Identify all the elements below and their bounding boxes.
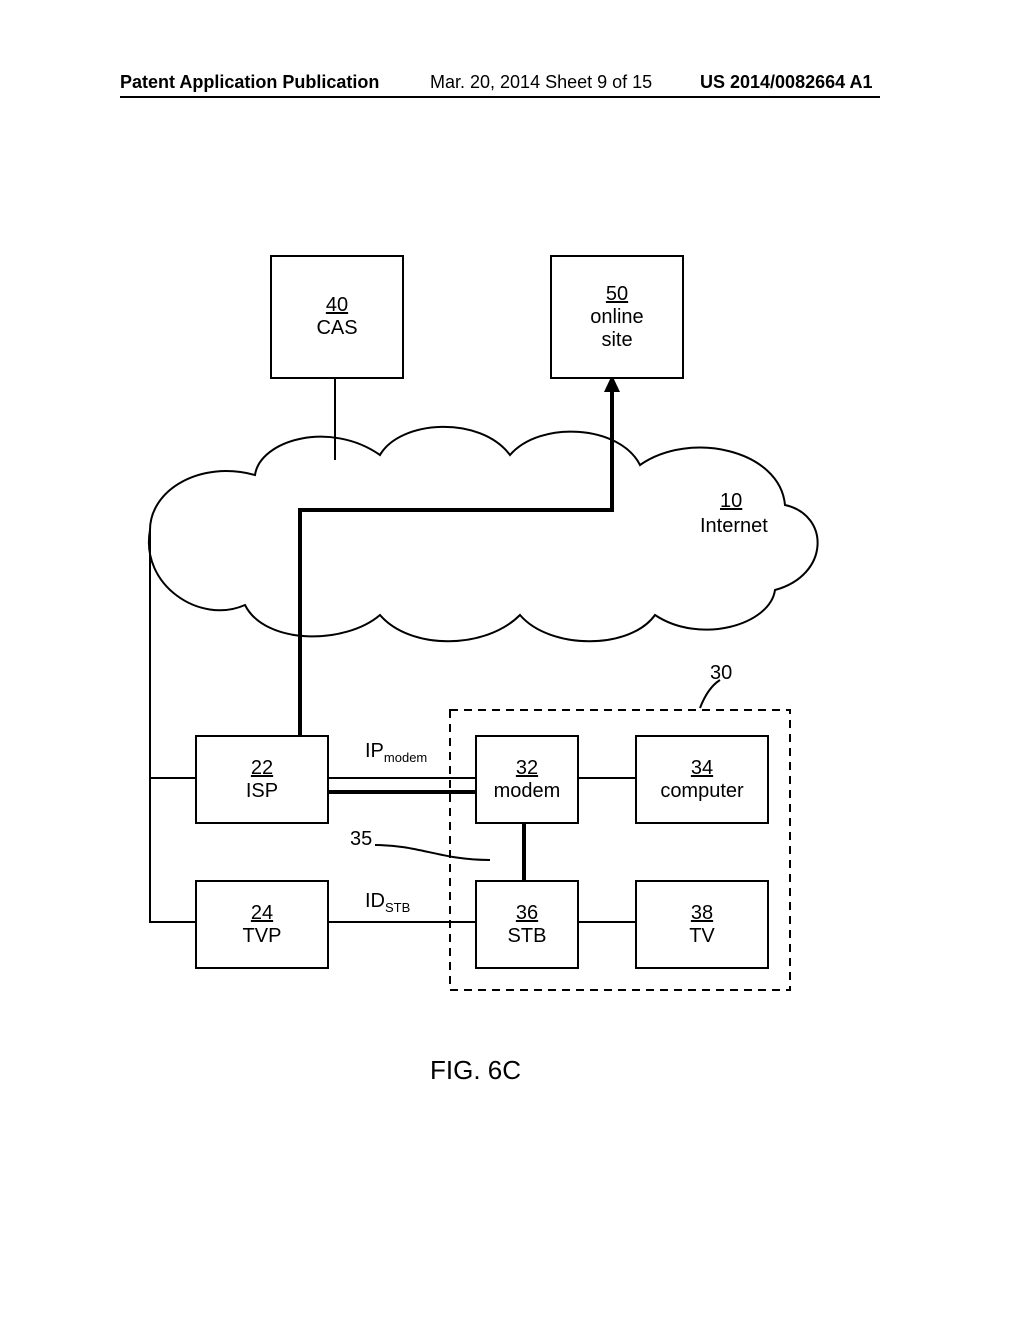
box-cas-num: 40: [326, 294, 348, 317]
diagram-svg: [0, 0, 1024, 1320]
box-tv-num: 38: [691, 902, 713, 925]
label-ip-modem-sub: modem: [384, 750, 427, 765]
box-cas-label: CAS: [316, 317, 357, 340]
page: Patent Application Publication Mar. 20, …: [0, 0, 1024, 1320]
box-modem: 32 modem: [475, 735, 579, 824]
box-isp-label: ISP: [246, 780, 278, 803]
figure-label: FIG. 6C: [430, 1055, 521, 1086]
label-internet: Internet: [700, 515, 768, 538]
conn-cloud-left: [150, 530, 195, 922]
box-modem-label: modem: [494, 780, 561, 803]
label-id-stb: IDSTB: [365, 890, 410, 915]
box-online-num: 50: [606, 283, 628, 306]
box-modem-num: 32: [516, 757, 538, 780]
bold-path-vert: [300, 382, 612, 792]
box-computer: 34 computer: [635, 735, 769, 824]
label-ip-modem: IPmodem: [365, 740, 427, 765]
box-online: 50 online site: [550, 255, 684, 379]
ref35-leader: [375, 845, 490, 860]
box-isp-num: 22: [251, 757, 273, 780]
label-ref30: 30: [710, 662, 732, 685]
box-computer-label: computer: [660, 780, 743, 803]
box-stb-num: 36: [516, 902, 538, 925]
box-computer-num: 34: [691, 757, 713, 780]
label-internet-num: 10: [720, 490, 742, 513]
label-id-stb-text: ID: [365, 890, 385, 912]
label-ref35: 35: [350, 828, 372, 851]
label-id-stb-sub: STB: [385, 900, 410, 915]
box-tvp-num: 24: [251, 902, 273, 925]
box-tv: 38 TV: [635, 880, 769, 969]
label-ip-modem-text: IP: [365, 740, 384, 762]
box-online-label1: online: [590, 306, 643, 329]
box-tvp: 24 TVP: [195, 880, 329, 969]
box-stb: 36 STB: [475, 880, 579, 969]
box-cas: 40 CAS: [270, 255, 404, 379]
box-online-label2: site: [601, 329, 632, 352]
box-tv-label: TV: [689, 925, 715, 948]
box-isp: 22 ISP: [195, 735, 329, 824]
box-tvp-label: TVP: [243, 925, 282, 948]
box-stb-label: STB: [508, 925, 547, 948]
